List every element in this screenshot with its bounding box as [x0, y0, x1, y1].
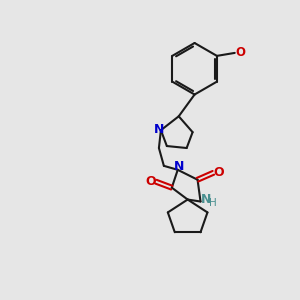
- Text: H: H: [208, 197, 216, 208]
- Text: N: N: [173, 160, 184, 173]
- Text: N: N: [154, 123, 164, 136]
- Text: O: O: [236, 46, 246, 59]
- Text: N: N: [201, 193, 212, 206]
- Text: O: O: [213, 166, 224, 179]
- Text: O: O: [146, 175, 156, 188]
